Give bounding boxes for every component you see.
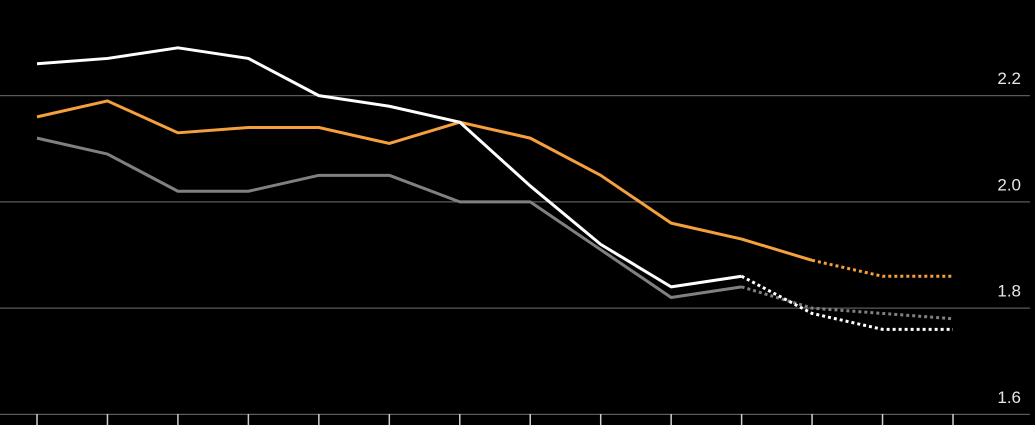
line xyxy=(36,99,813,262)
line xyxy=(36,46,742,289)
forecast-line xyxy=(740,274,953,331)
y-tick-label: 1.6 xyxy=(997,388,1021,407)
line xyxy=(36,136,742,299)
forecast-line xyxy=(811,258,953,278)
forecast-line xyxy=(741,285,954,321)
y-tick-label: 2.0 xyxy=(997,175,1021,194)
y-tick-label: 1.8 xyxy=(997,282,1021,301)
y-tick-label: 2.2 xyxy=(997,69,1021,88)
